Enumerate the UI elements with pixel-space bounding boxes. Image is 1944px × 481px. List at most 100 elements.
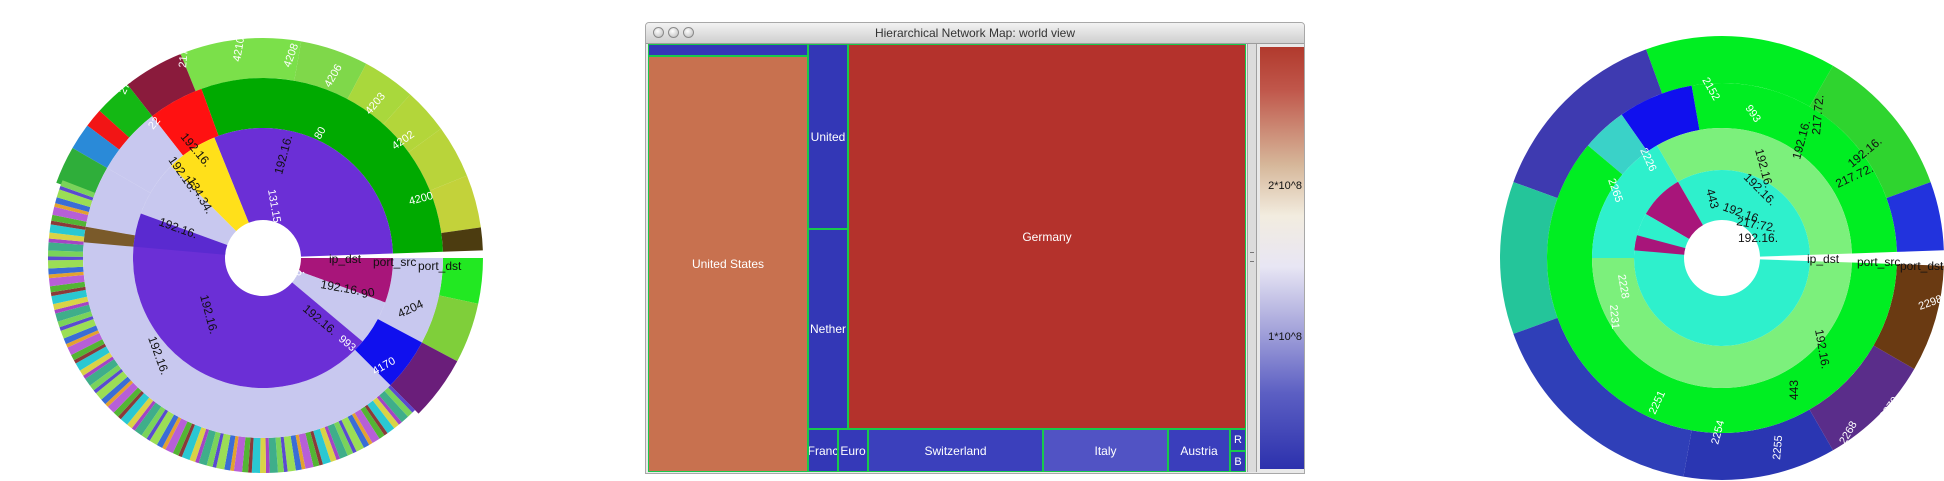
outer-segment[interactable] (60, 318, 97, 339)
outer-segment[interactable] (298, 432, 314, 469)
outer-segment[interactable] (180, 37, 302, 92)
outer-segment[interactable] (265, 437, 270, 473)
outer-segment[interactable] (127, 54, 196, 117)
outer-segment[interactable] (149, 410, 175, 445)
middle-segment[interactable] (201, 78, 443, 254)
outer-segment[interactable] (156, 414, 179, 448)
middle-segment[interactable] (1691, 83, 1897, 254)
outer-segment[interactable] (439, 258, 483, 304)
outer-segment[interactable] (275, 437, 284, 473)
outer-segment[interactable] (51, 289, 88, 305)
treemap-cell-switzerland[interactable]: Switzerland (868, 429, 1043, 472)
outer-segment[interactable] (162, 416, 182, 450)
outer-segment[interactable] (60, 180, 96, 198)
outer-segment[interactable] (118, 390, 144, 420)
outer-segment[interactable] (198, 429, 216, 466)
outer-segment[interactable] (305, 431, 320, 467)
outer-segment[interactable] (319, 427, 337, 463)
treemap-cell-italy[interactable]: Italy (1043, 429, 1168, 472)
outer-segment[interactable] (1500, 182, 1558, 334)
window-titlebar[interactable]: Hierarchical Network Map: world view (646, 23, 1304, 44)
outer-segment[interactable] (1809, 345, 1915, 451)
outer-segment[interactable] (49, 224, 86, 237)
treemap-cell-r[interactable]: R (1230, 429, 1246, 451)
outer-segment[interactable] (259, 437, 267, 473)
outer-segment[interactable] (364, 404, 388, 436)
outer-segment[interactable] (113, 387, 142, 417)
outer-segment[interactable] (48, 232, 85, 242)
outer-segment[interactable] (195, 428, 210, 464)
outer-segment[interactable] (56, 189, 93, 208)
middle-segment[interactable] (354, 319, 422, 386)
middle-segment[interactable] (1592, 258, 1852, 388)
inner-segment[interactable] (171, 137, 249, 232)
outer-segment[interactable] (51, 214, 87, 227)
middle-segment[interactable] (1587, 114, 1648, 175)
inner-segment[interactable] (133, 239, 363, 388)
treemap-cell-netherlands[interactable]: Nether (808, 229, 848, 429)
outer-segment[interactable] (268, 437, 278, 473)
outer-segment[interactable] (101, 376, 131, 405)
treemap-cell-united-states[interactable]: United States (648, 56, 808, 472)
outer-segment[interactable] (50, 220, 86, 230)
outer-segment[interactable] (333, 421, 354, 456)
outer-segment[interactable] (48, 256, 84, 261)
outer-segment[interactable] (48, 274, 85, 287)
outer-segment[interactable] (338, 420, 357, 454)
outer-segment[interactable] (75, 346, 110, 371)
outer-segment[interactable] (1683, 409, 1833, 480)
treemap-cell-austria[interactable]: Austria (1168, 429, 1230, 472)
outer-segment[interactable] (1809, 65, 1931, 199)
outer-segment[interactable] (95, 371, 128, 400)
outer-segment[interactable] (83, 356, 115, 379)
outer-segment[interactable] (134, 402, 162, 436)
middle-segment[interactable] (1621, 85, 1700, 152)
outer-segment[interactable] (146, 409, 169, 441)
outer-segment[interactable] (89, 364, 122, 391)
outer-segment[interactable] (120, 393, 150, 425)
outer-segment[interactable] (248, 437, 254, 473)
outer-segment[interactable] (327, 423, 348, 459)
treemap-cell-europe[interactable]: Euro (838, 429, 868, 472)
outer-segment[interactable] (48, 238, 84, 245)
outer-segment[interactable] (367, 400, 395, 434)
outer-segment[interactable] (48, 250, 84, 257)
outer-segment[interactable] (351, 412, 373, 445)
outer-segment[interactable] (1513, 49, 1663, 199)
outer-segment[interactable] (54, 203, 89, 216)
outer-segment[interactable] (53, 296, 89, 311)
outer-segment[interactable] (1646, 35, 1833, 107)
close-window-button[interactable] (653, 27, 664, 38)
zoom-window-button[interactable] (683, 27, 694, 38)
outer-segment[interactable] (99, 84, 153, 138)
outer-segment[interactable] (280, 436, 288, 472)
minimize-window-button[interactable] (668, 27, 679, 38)
outer-segment[interactable] (178, 423, 195, 458)
outer-segment[interactable] (372, 397, 399, 429)
splitter-grip[interactable] (1250, 252, 1254, 262)
outer-segment[interactable] (441, 227, 483, 252)
treemap-cell-b[interactable]: B (1230, 451, 1246, 472)
outer-segment[interactable] (408, 128, 467, 191)
middle-segment[interactable] (1547, 145, 1623, 258)
outer-segment[interactable] (224, 435, 236, 471)
outer-segment[interactable] (384, 387, 413, 417)
outer-segment[interactable] (52, 206, 89, 222)
outer-segment[interactable] (59, 185, 94, 201)
outer-segment[interactable] (65, 330, 100, 348)
outer-segment[interactable] (347, 63, 411, 125)
outer-segment[interactable] (48, 259, 84, 269)
outer-segment[interactable] (313, 428, 331, 465)
outer-segment[interactable] (324, 426, 341, 461)
treemap-cell-united-kingdom[interactable]: United (808, 44, 848, 229)
outer-segment[interactable] (63, 325, 99, 345)
middle-segment[interactable] (1547, 258, 1897, 434)
middle-segment[interactable] (1657, 128, 1852, 255)
treemap-cell-top-strip[interactable] (648, 44, 808, 56)
outer-segment[interactable] (383, 94, 441, 153)
outer-segment[interactable] (127, 397, 154, 429)
treemap-cell-germany[interactable]: Germany (848, 44, 1246, 429)
inner-segment[interactable] (1645, 181, 1703, 239)
outer-segment[interactable] (251, 437, 261, 473)
outer-segment[interactable] (189, 427, 207, 463)
